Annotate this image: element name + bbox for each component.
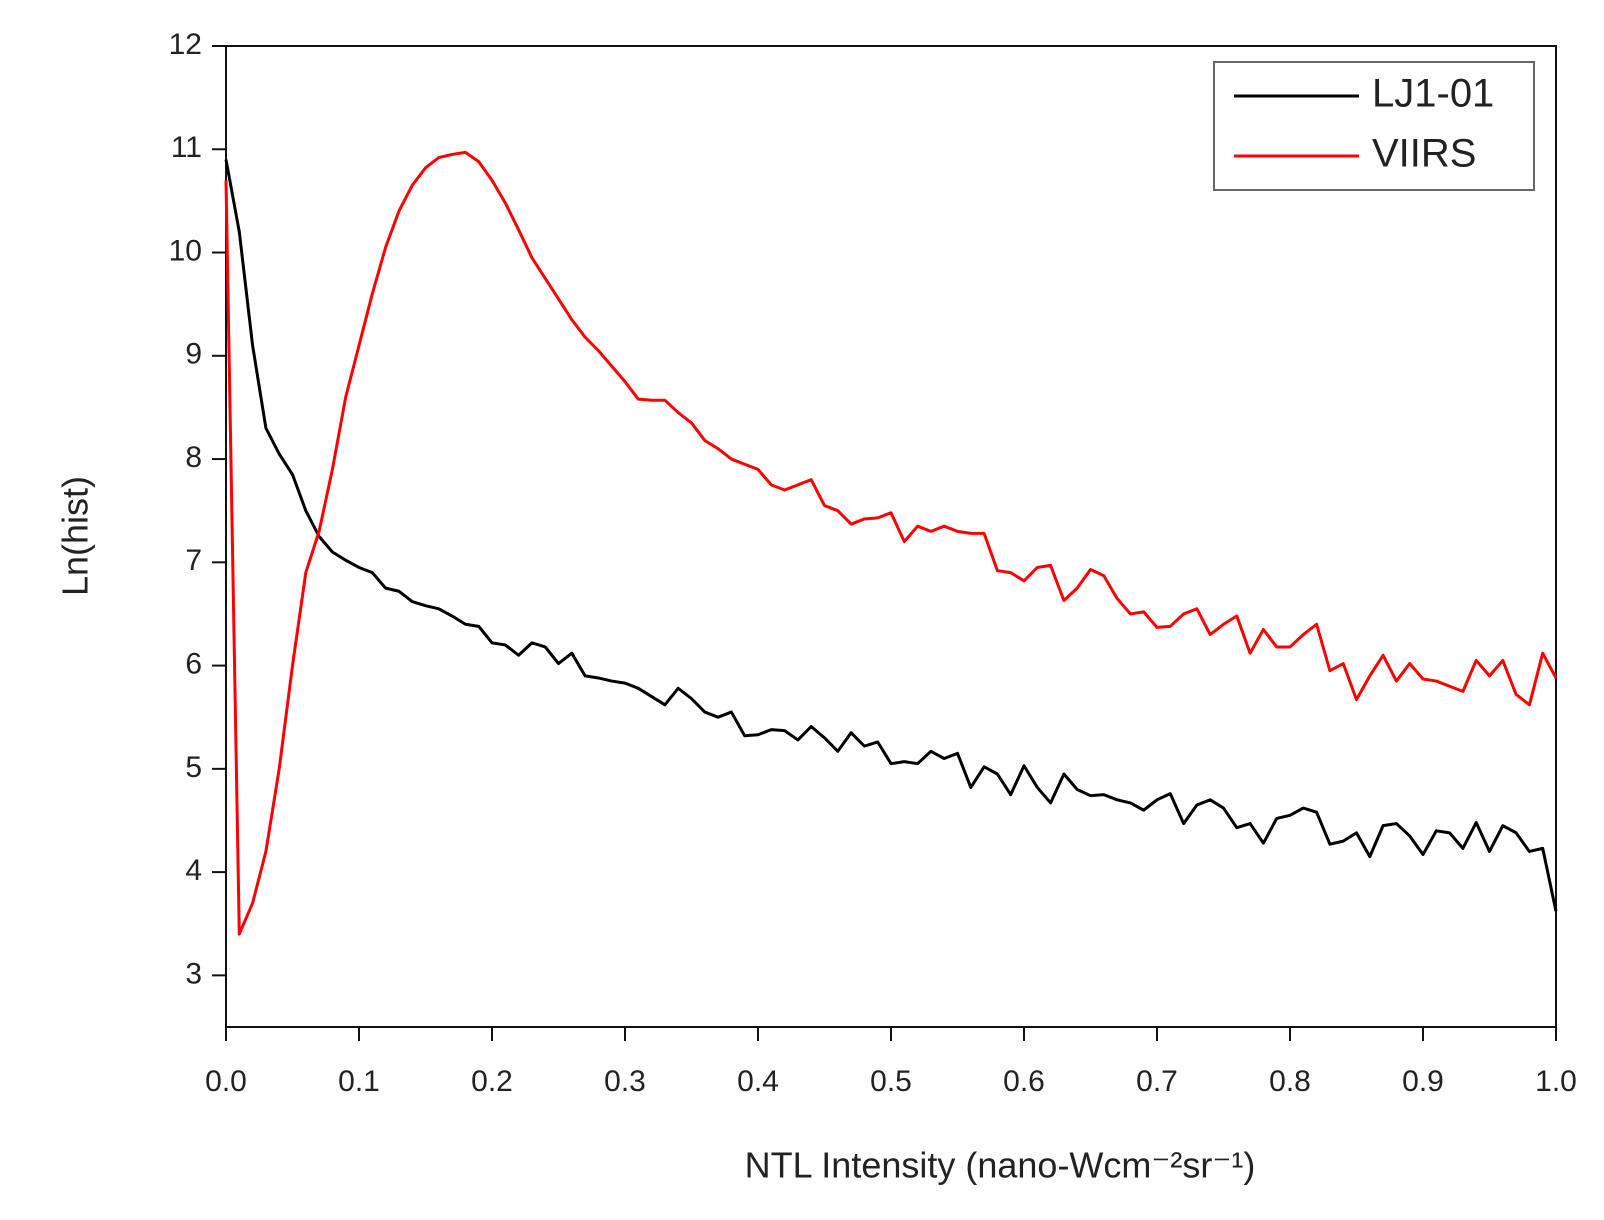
data-line bbox=[224, 150, 1558, 936]
x-axis-label: NTL Intensity (nano-Wcm⁻²sr⁻¹) bbox=[745, 1145, 1256, 1186]
legend-box bbox=[1213, 61, 1535, 191]
y-tick-label: 9 bbox=[185, 338, 202, 371]
y-tick-label: 7 bbox=[185, 544, 202, 577]
x-tick-label: 1.0 bbox=[1535, 1065, 1577, 1098]
y-axis-label: Ln(hist) bbox=[55, 476, 96, 596]
y-tick-label: 6 bbox=[185, 648, 202, 681]
legend-label: LJ1-01 bbox=[1372, 72, 1494, 116]
x-tick-label: 0.7 bbox=[1136, 1065, 1178, 1098]
x-tick-label: 0.3 bbox=[604, 1065, 646, 1098]
x-tick-label: 0.6 bbox=[1003, 1065, 1045, 1098]
x-tick-label: 0.2 bbox=[471, 1065, 513, 1098]
y-tick-label: 5 bbox=[185, 751, 202, 784]
y-tick-label: 8 bbox=[185, 441, 202, 474]
y-tick-label: 10 bbox=[169, 234, 202, 267]
y-tick-label: 12 bbox=[169, 28, 202, 61]
x-tick-label: 0.4 bbox=[737, 1065, 779, 1098]
data-line bbox=[224, 159, 1558, 912]
y-tick-label: 3 bbox=[185, 957, 202, 990]
legend-label: VIIRS bbox=[1372, 132, 1476, 176]
x-tick-label: 0.9 bbox=[1402, 1065, 1444, 1098]
x-tick-label: 0.0 bbox=[205, 1065, 247, 1098]
y-tick-label: 4 bbox=[185, 854, 202, 887]
x-tick-label: 0.1 bbox=[338, 1065, 380, 1098]
x-tick-label: 0.5 bbox=[870, 1065, 912, 1098]
y-tick-label: 11 bbox=[171, 131, 202, 164]
plot-frame bbox=[225, 45, 1557, 1028]
x-tick-label: 0.8 bbox=[1269, 1065, 1311, 1098]
